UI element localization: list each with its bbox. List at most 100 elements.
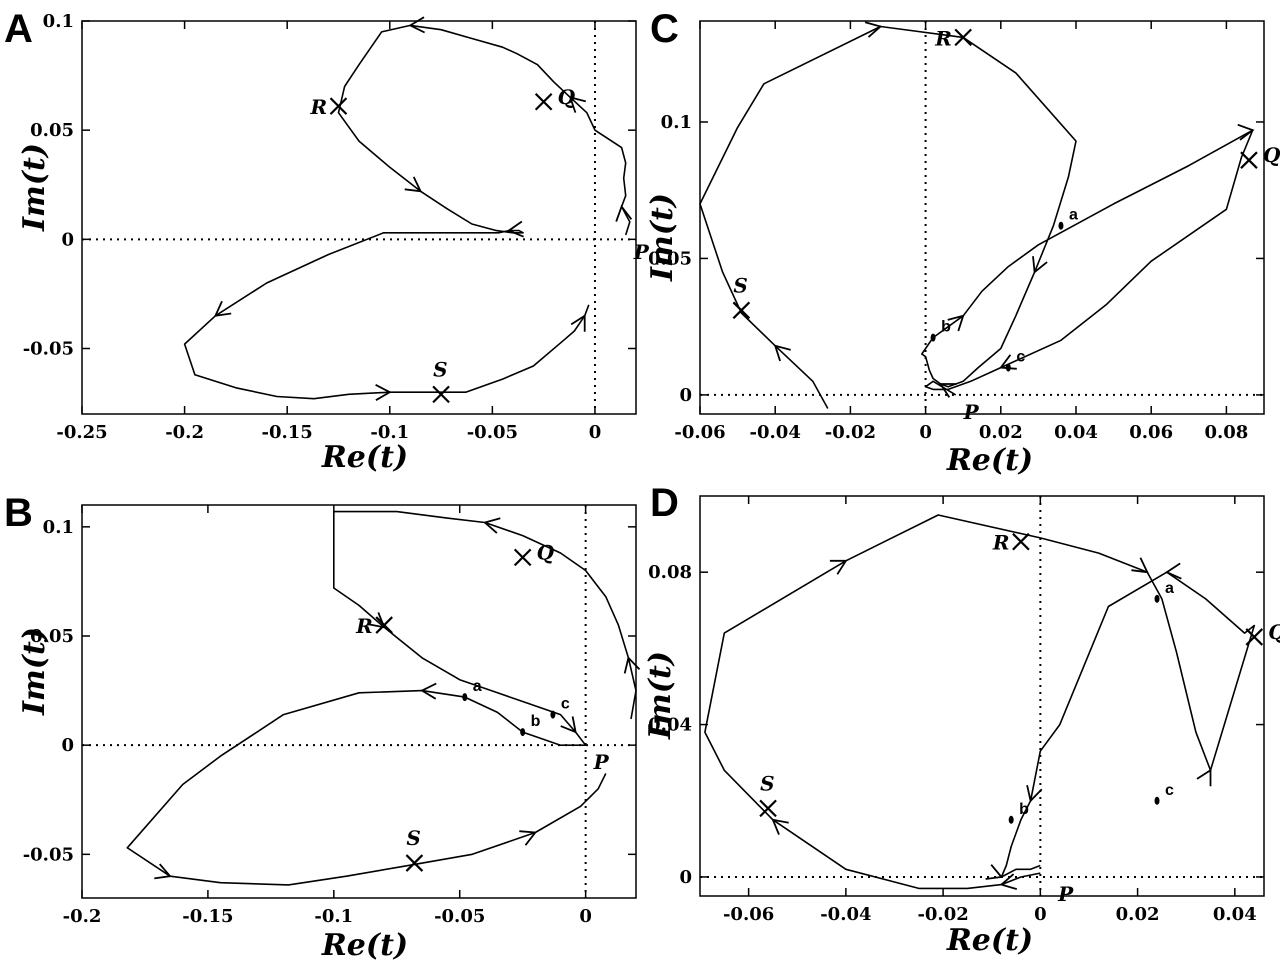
x-axis-title: Re(t) (946, 443, 1033, 478)
point-dot-b (1008, 815, 1014, 824)
x-tick-label: 0.02 (979, 422, 1023, 443)
y-tick-label: 0.05 (30, 120, 74, 141)
x-tick-label: -0.05 (467, 422, 518, 443)
direction-arrow (1026, 785, 1043, 803)
direction-arrow (519, 830, 538, 846)
x-tick-label: 0 (919, 422, 932, 443)
plot-frame-a (81, 20, 637, 415)
point-label-a: a (473, 678, 482, 695)
y-tick-label: 0 (61, 735, 74, 756)
y-tick-label: 0.1 (43, 11, 74, 32)
y-tick-label: 0.04 (648, 715, 692, 736)
point-label-c: c (561, 696, 570, 713)
point-marker-s (405, 854, 424, 872)
direction-arrow (623, 655, 641, 674)
point-label-s: S (733, 273, 747, 297)
trajectory-line (704, 514, 1256, 890)
panel-d: D -0.06 -0.04 -0.02 0 0.02 0.04 0 0.04 0.08 Re(t) I… (643, 481, 1280, 958)
point-dot-c (1154, 796, 1160, 805)
point-label-p: P (593, 750, 610, 774)
point-label-r: R (934, 26, 952, 50)
x-tick-label: 0.04 (1054, 422, 1098, 443)
trajectory-line (126, 510, 637, 886)
point-label-b: b (941, 319, 951, 336)
x-tick-label: -0.06 (674, 422, 725, 443)
x-tick-label: 0.06 (1129, 422, 1173, 443)
point-label-a: a (1069, 207, 1078, 224)
panel-letter-d: D (650, 481, 679, 525)
point-marker-r (329, 97, 348, 115)
x-tick-label: -0.1 (314, 906, 353, 927)
point-label-q: Q (558, 85, 576, 109)
x-tick-label: 0 (1034, 904, 1047, 925)
x-tick-label: -0.25 (56, 422, 107, 443)
y-axis-title: Im(t) (17, 627, 52, 716)
point-marker-r (1012, 532, 1030, 551)
point-dot-a (462, 693, 468, 702)
point-label-r: R (309, 95, 327, 119)
point-marker-q (1245, 628, 1264, 646)
direction-arrow (560, 716, 577, 734)
panel-letter-c: C (650, 7, 679, 51)
direction-arrow (864, 21, 883, 38)
y-tick-label: -0.05 (23, 339, 74, 360)
direction-arrow (154, 863, 172, 880)
point-dot-b (930, 333, 936, 342)
direction-arrow (999, 354, 1017, 370)
direction-arrow (368, 612, 386, 629)
panel-letter-b: B (4, 491, 33, 535)
point-label-p: P (1057, 882, 1074, 906)
point-label-p: P (633, 240, 650, 264)
panel-a: A -0.25 -0.2 -0.15 -0.1 -0.05 0 -0.05 0 0.05 0.1 Re… (4, 7, 650, 475)
point-dot-c (550, 710, 556, 719)
point-label-s: S (760, 771, 774, 795)
y-tick-label: 0 (679, 385, 692, 406)
point-label-s: S (406, 826, 420, 850)
direction-arrow (1131, 557, 1149, 574)
x-tick-label: 0.02 (1116, 904, 1160, 925)
point-dot-a (1058, 221, 1064, 230)
x-tick-label: -0.05 (434, 906, 485, 927)
point-label-b: b (531, 713, 541, 730)
direction-arrow (947, 314, 965, 332)
point-marker-r (954, 28, 972, 47)
point-label-c: c (1165, 782, 1174, 799)
point-marker-s (759, 799, 777, 818)
point-dot-a (1154, 594, 1160, 603)
point-marker-q (513, 548, 532, 567)
panel-c: C -0.06 -0.04 -0.02 0 0.02 0.04 0.06 0.08 0 0.05 0.… (645, 7, 1280, 478)
x-tick-label: -0.2 (63, 906, 102, 927)
point-label-p: P (963, 400, 980, 424)
y-axis-title: Im(t) (645, 193, 680, 282)
direction-arrow (408, 16, 426, 34)
x-tick-label: -0.02 (917, 904, 968, 925)
x-tick-label: -0.15 (262, 422, 313, 443)
direction-arrow (1032, 256, 1048, 274)
y-tick-label: 0.08 (648, 562, 692, 583)
point-label-q: Q (1263, 143, 1280, 167)
y-tick-label: -0.05 (23, 844, 74, 865)
x-tick-label: 0 (589, 422, 602, 443)
direction-arrow (420, 682, 437, 700)
y-tick-label: 0 (679, 867, 692, 888)
direction-arrow (771, 818, 789, 835)
direction-arrow (985, 864, 1004, 880)
x-tick-label: 0.04 (1213, 904, 1257, 925)
point-label-r: R (992, 531, 1010, 555)
x-axis-title: Re(t) (321, 440, 408, 475)
x-tick-label: -0.04 (750, 422, 801, 443)
trajectory-line (183, 24, 631, 400)
point-label-s: S (433, 357, 447, 381)
point-label-q: Q (1268, 620, 1280, 644)
x-axis-title: Re(t) (946, 923, 1033, 958)
panel-b: B -0.2 -0.15 -0.1 -0.05 0 -0.05 0 0.05 0.1 Re(t) Im… (4, 491, 641, 963)
y-tick-label: 0 (61, 229, 74, 250)
direction-arrow (213, 300, 232, 317)
x-tick-label: -0.04 (820, 904, 871, 925)
plot-frame-c (699, 20, 1265, 415)
point-marker-r (375, 616, 393, 634)
point-marker-s (732, 301, 751, 320)
direction-arrow (1164, 562, 1182, 580)
panel-letter-a: A (4, 7, 33, 51)
